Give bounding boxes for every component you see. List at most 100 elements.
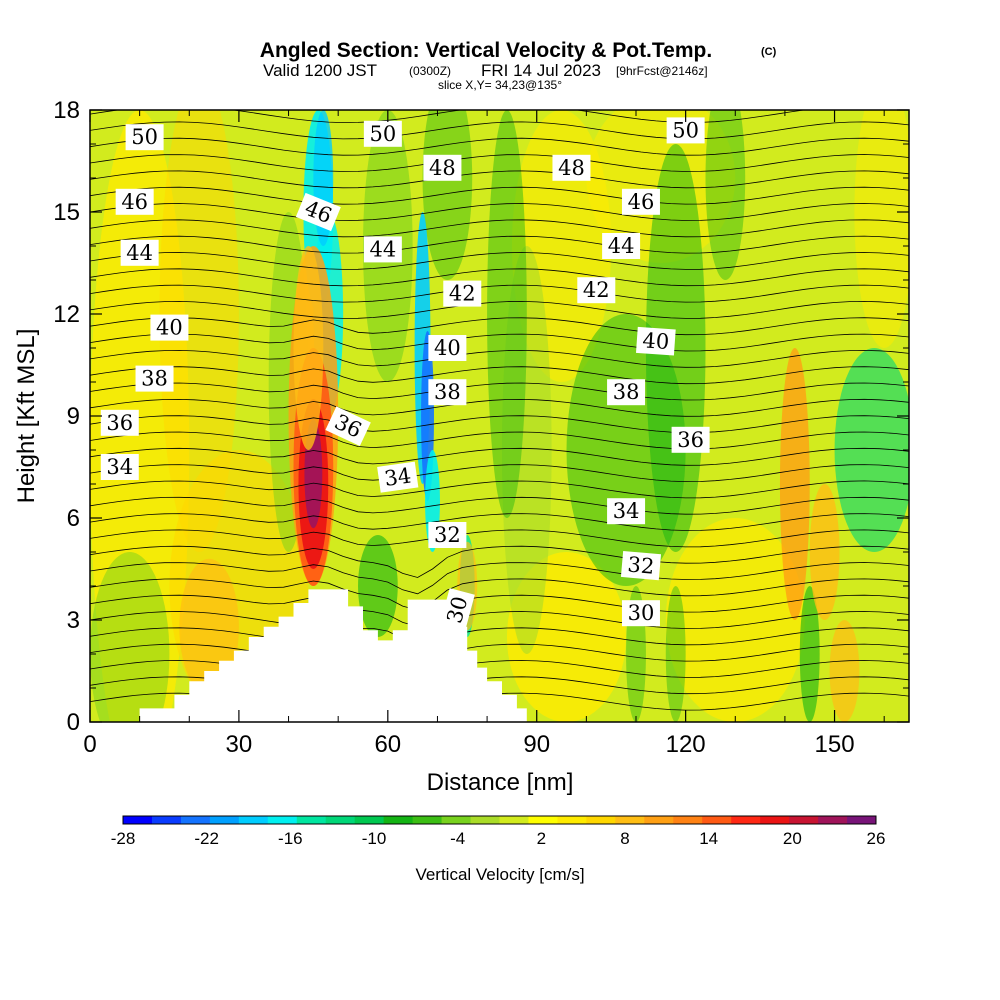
velocity-region — [834, 348, 909, 552]
colorbar-segment — [673, 816, 703, 824]
contour-label-bg — [443, 280, 482, 307]
isentrope-line — [90, 170, 909, 189]
velocity-region — [159, 110, 239, 552]
contour-label: 34 — [377, 461, 419, 493]
colorbar-tick-label: 14 — [699, 829, 718, 848]
isentrope-line — [90, 366, 909, 385]
contour-label: 30 — [439, 588, 475, 632]
contour-label-bg — [100, 454, 139, 480]
contour-label-text: 48 — [429, 156, 456, 180]
contour-label-text: 42 — [449, 282, 476, 306]
contour-label-bg — [325, 406, 371, 447]
chart-title-suffix: (C) — [761, 46, 777, 58]
colorbar: -28 -22 -16 -10 -4 2 8 14 20 26 — [111, 815, 885, 848]
contour-label-text: 46 — [628, 190, 655, 214]
isentrope-line — [90, 154, 909, 172]
colorbar-segment — [731, 816, 761, 824]
colorbar-segment — [238, 816, 269, 824]
colorbar-segment — [557, 816, 587, 824]
colorbar-segment — [528, 816, 558, 824]
isentrope-line — [90, 643, 909, 676]
contour-label-bg — [377, 461, 419, 493]
contour-label: 50 — [125, 124, 164, 151]
colorbar-tick-label: -22 — [194, 829, 219, 848]
y-tick-label: 3 — [67, 607, 80, 634]
contour-label-text: 36 — [677, 428, 704, 452]
contour-label-text: 38 — [141, 367, 168, 391]
contour-label: 36 — [671, 426, 710, 453]
colorbar-segment — [760, 816, 790, 824]
contour-label-bg — [621, 600, 660, 627]
colorbar-segment — [615, 816, 645, 824]
colorbar-segment — [180, 816, 211, 824]
contour-label-text: 40 — [434, 336, 461, 360]
contour-label: 38 — [135, 365, 174, 392]
colorbar-segment — [470, 816, 500, 824]
isentrope-line — [90, 333, 909, 352]
isentrope-line — [90, 578, 909, 611]
x-tick-label: 0 — [83, 731, 96, 758]
isentrope-line — [90, 611, 909, 644]
forecast-info: [9hrFcst@2146z] — [616, 64, 708, 78]
colorbar-segment — [412, 816, 443, 824]
colorbar-tick-label: -28 — [111, 829, 136, 848]
contour-label: 34 — [607, 498, 646, 525]
isentrope-line — [90, 300, 909, 319]
isentrope-line — [90, 447, 909, 466]
colorbar-tick-label: -10 — [362, 829, 387, 848]
velocity-region — [293, 246, 324, 450]
velocity-region — [854, 110, 909, 348]
y-tick-label: 9 — [67, 403, 80, 430]
contour-label-text: 36 — [106, 411, 133, 435]
isentrope-line — [90, 464, 909, 483]
colorbar-segment — [209, 816, 240, 824]
contour-label-text: 50 — [672, 118, 699, 142]
slice-info: slice X,Y= 34,23@135° — [438, 78, 562, 92]
contour-label-text: 44 — [608, 234, 635, 258]
velocity-region — [422, 110, 473, 280]
contour-label-text: 34 — [106, 455, 133, 479]
isentrope-line — [90, 398, 909, 417]
velocity-region — [705, 110, 746, 280]
isentrope-line — [90, 252, 909, 270]
contour-label-text: 40 — [156, 316, 183, 340]
isentrope-line — [90, 627, 909, 660]
contour-label: 42 — [443, 280, 482, 307]
contour-label-bg — [100, 409, 139, 436]
colorbar-segment — [267, 816, 298, 824]
x-axis: 0 30 60 90 120 150 — [83, 110, 885, 758]
contour-label-text: 40 — [642, 328, 670, 354]
contour-label-bg — [428, 379, 467, 406]
colorbar-label: Vertical Velocity [cm/s] — [415, 865, 584, 884]
contour-label-bg — [120, 239, 159, 266]
velocity-region — [358, 535, 398, 637]
isentrope-line — [90, 284, 909, 303]
contour-label: 32 — [620, 550, 662, 581]
contour-label: 44 — [363, 236, 402, 263]
contour-label-text: 30 — [628, 601, 655, 625]
valid-time-date: FRI 14 Jul 2023 — [481, 61, 601, 80]
velocity-region — [779, 348, 810, 620]
contour-label-text: 44 — [369, 237, 396, 261]
isentrope-line — [90, 317, 909, 336]
contour-label-bg — [115, 188, 154, 215]
y-tick-label: 18 — [53, 97, 80, 124]
contour-label-bg — [135, 365, 174, 392]
y-axis-label: Height [Kft MSL] — [13, 329, 40, 504]
y-tick-label: 12 — [53, 301, 80, 328]
x-tick-label: 90 — [523, 731, 550, 758]
isentrope-line — [90, 496, 909, 515]
contour-label-text: 34 — [383, 463, 413, 490]
contour-label-bg — [125, 124, 164, 151]
contour-label: 44 — [120, 239, 159, 266]
contour-label-text: 32 — [627, 552, 656, 578]
x-tick-label: 60 — [374, 731, 401, 758]
contour-label-text: 44 — [126, 241, 153, 265]
contour-label-bg — [428, 522, 467, 548]
contour-label: 44 — [602, 233, 641, 259]
contour-label-text: 42 — [583, 278, 610, 302]
x-tick-label: 30 — [226, 731, 253, 758]
contour-label-bg — [607, 498, 646, 525]
